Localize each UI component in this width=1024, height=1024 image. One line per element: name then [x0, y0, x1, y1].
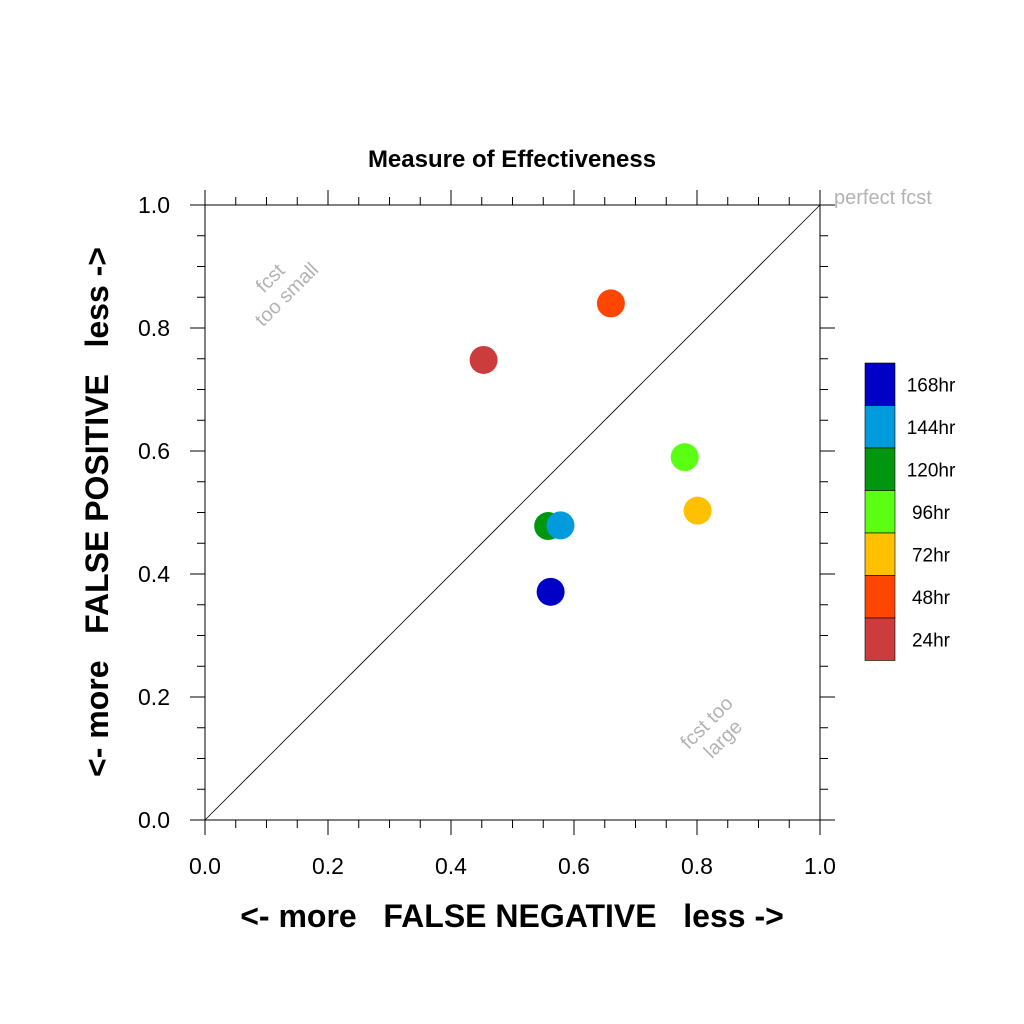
- point-96hr: [670, 443, 699, 472]
- x-tick-label: 0.6: [558, 853, 590, 879]
- legend-swatch-120hr: [864, 447, 896, 491]
- legend-swatch-24hr: [864, 617, 896, 661]
- x-tick-label: 1.0: [804, 853, 836, 879]
- x-tick-labels: 0.0 0.2 0.4 0.6 0.8 1.0: [189, 853, 836, 879]
- point-144hr: [546, 511, 575, 540]
- legend-swatch-72hr: [864, 532, 896, 576]
- legend-label-48hr: 48hr: [912, 588, 951, 609]
- legend-swatch-96hr: [864, 490, 896, 534]
- too-large-annotation: fcst too large: [677, 693, 747, 763]
- y-tick-labels: 0.0 0.2 0.4 0.6 0.8 1.0: [138, 192, 170, 833]
- y-tick-label: 0.4: [138, 561, 170, 587]
- legend-label-144hr: 144hr: [907, 418, 956, 439]
- x-tick-label: 0.8: [681, 853, 713, 879]
- y-tick-label: 0.2: [138, 684, 170, 710]
- legend-swatch-144hr: [864, 405, 896, 449]
- too-small-line-2: too small: [251, 259, 323, 331]
- chart-title: Measure of Effectiveness: [368, 146, 656, 173]
- legend-label-24hr: 24hr: [912, 630, 951, 651]
- legend: 168hr 144hr 120hr 96hr 72hr 48hr 24hr: [864, 362, 956, 661]
- y-tick-label: 0.0: [138, 807, 170, 833]
- legend-swatch-48hr: [864, 575, 896, 619]
- major-ticks: [190, 190, 835, 835]
- x-tick-label: 0.2: [312, 853, 344, 879]
- minor-ticks: [197, 197, 828, 828]
- point-72hr: [683, 496, 712, 525]
- legend-label-96hr: 96hr: [912, 503, 951, 524]
- x-axis-label: <- more FALSE NEGATIVE less ->: [240, 898, 784, 934]
- perfect-fcst-annotation: perfect fcst: [834, 187, 932, 209]
- y-tick-label: 0.6: [138, 438, 170, 464]
- y-axis-label: <- more FALSE POSITIVE less ->: [79, 247, 115, 777]
- perfect-forecast-diagonal: [204, 204, 821, 821]
- x-tick-label: 0.0: [189, 853, 221, 879]
- x-tick-label: 0.4: [435, 853, 467, 879]
- point-168hr: [536, 577, 565, 606]
- point-24hr: [469, 345, 498, 374]
- y-tick-label: 0.8: [138, 315, 170, 341]
- y-tick-label: 1.0: [138, 192, 170, 218]
- legend-label-72hr: 72hr: [912, 545, 951, 566]
- legend-label-168hr: 168hr: [907, 375, 956, 396]
- legend-swatch-168hr: [864, 362, 896, 406]
- data-points: [469, 289, 712, 606]
- point-48hr: [596, 289, 625, 318]
- legend-label-120hr: 120hr: [907, 460, 956, 481]
- too-small-annotation: fcst too small: [251, 259, 323, 331]
